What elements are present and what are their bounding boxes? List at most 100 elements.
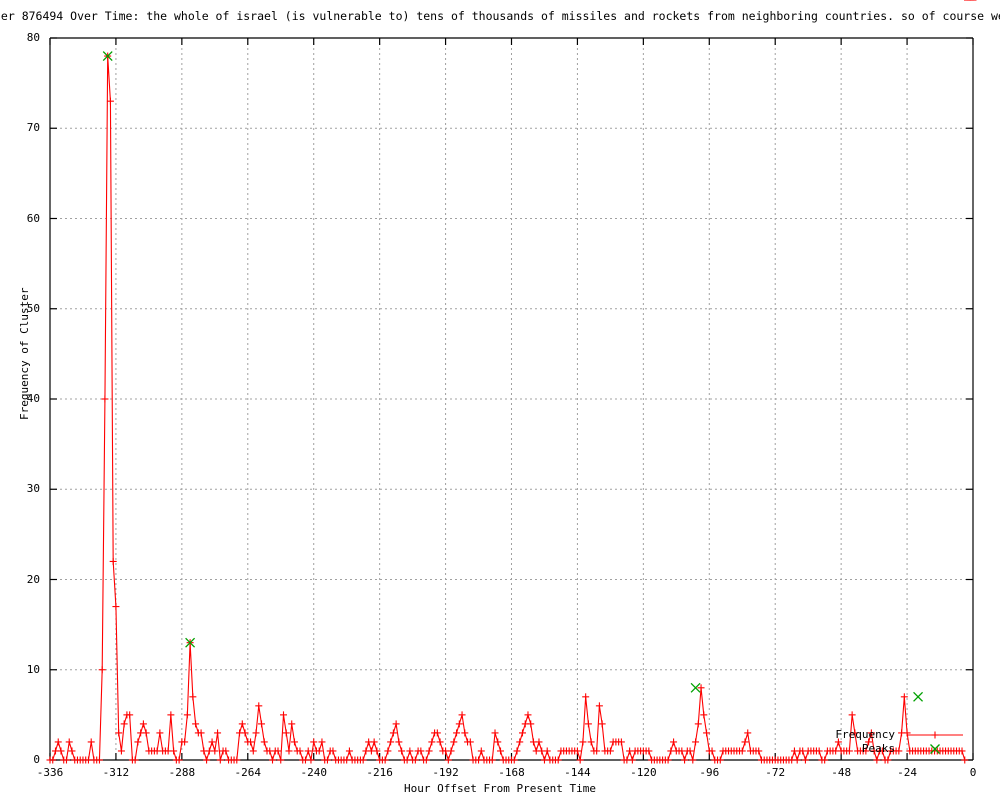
grid-lines (50, 37, 973, 760)
frequency-point-marker (516, 738, 524, 746)
y-tick-label: 50 (26, 301, 40, 315)
frequency-point-marker (716, 756, 724, 764)
frequency-point-marker (628, 756, 636, 764)
legend-symbol-frequency (907, 731, 963, 739)
frequency-point-marker (189, 693, 197, 701)
frequency-point-marker (689, 756, 697, 764)
y-tick-label: 10 (26, 662, 40, 676)
frequency-point-marker (170, 747, 178, 755)
frequency-point-marker (873, 756, 881, 764)
frequency-point-marker (862, 747, 870, 755)
frequency-point-marker (49, 756, 57, 764)
frequency-point-marker (851, 729, 859, 737)
frequency-point-marker (54, 738, 62, 746)
frequency-point-marker (214, 729, 222, 737)
frequency-point-marker (576, 756, 584, 764)
frequency-point-marker (315, 747, 323, 755)
frequency-point-marker (878, 747, 886, 755)
x-tick-label: -264 (234, 766, 262, 779)
frequency-point-marker (260, 738, 268, 746)
frequency-point-marker (167, 711, 175, 719)
frequency-point-marker (406, 747, 414, 755)
frequency-point-marker (744, 729, 752, 737)
frequency-point-marker (433, 729, 441, 737)
frequency-point-marker (101, 395, 109, 403)
frequency-point-marker (845, 747, 853, 755)
frequency-point-marker (222, 747, 230, 755)
frequency-point-marker (238, 720, 246, 728)
frequency-point-marker (455, 720, 463, 728)
frequency-point-marker (848, 711, 856, 719)
frequency-point-marker (87, 738, 95, 746)
frequency-point-marker (958, 747, 966, 755)
frequency-point-marker (867, 729, 875, 737)
frequency-point-marker (62, 756, 70, 764)
frequency-point-marker (134, 738, 142, 746)
peak-marker (102, 51, 113, 62)
peak-marker (185, 637, 196, 648)
frequency-point-marker (554, 756, 562, 764)
series-frequency (46, 0, 977, 764)
frequency-point-marker (290, 738, 298, 746)
frequency-point-marker (183, 711, 191, 719)
frequency-point-marker (444, 756, 452, 764)
frequency-point-marker (524, 711, 532, 719)
frequency-point-marker (323, 756, 331, 764)
frequency-point-marker (681, 756, 689, 764)
frequency-point-marker (208, 738, 216, 746)
frequency-point-marker (277, 756, 285, 764)
frequency-point-marker (670, 738, 678, 746)
frequency-point-marker (310, 738, 318, 746)
frequency-point-marker (304, 747, 312, 755)
frequency-point-marker (598, 720, 606, 728)
frequency-point-marker (392, 720, 400, 728)
frequency-point-marker (387, 738, 395, 746)
frequency-point-marker (95, 756, 103, 764)
frequency-point-marker (156, 729, 164, 737)
frequency-point-marker (692, 738, 700, 746)
frequency-point-marker (65, 738, 73, 746)
y-tick-label: 40 (26, 392, 40, 405)
x-tick-label: -288 (168, 766, 196, 779)
frequency-point-marker (282, 729, 290, 737)
frequency-point-marker (447, 747, 455, 755)
frequency-point-marker (593, 747, 601, 755)
frequency-point-marker (821, 756, 829, 764)
frequency-point-marker (211, 747, 219, 755)
frequency-point-marker (700, 711, 708, 719)
frequency-point-marker (411, 756, 419, 764)
x-tick-label: -312 (102, 766, 130, 779)
frequency-point-marker (697, 684, 705, 692)
peak-marker (690, 682, 701, 693)
frequency-point-marker (288, 720, 296, 728)
frequency-point-marker (112, 603, 120, 611)
legend-label-frequency: Frequency (835, 728, 895, 741)
frequency-point-marker (345, 747, 353, 755)
frequency-point-marker (398, 747, 406, 755)
frequency-point-marker (285, 747, 293, 755)
frequency-point-marker (373, 747, 381, 755)
frequency-point-marker (247, 738, 255, 746)
frequency-point-marker (895, 747, 903, 755)
frequency-point-marker (216, 756, 224, 764)
frequency-point-marker (587, 738, 595, 746)
frequency-point-marker (329, 747, 337, 755)
frequency-point-marker (249, 747, 257, 755)
frequency-point-marker (686, 747, 694, 755)
frequency-line (50, 56, 966, 762)
frequency-point-marker (98, 666, 106, 674)
x-tick-label: -72 (765, 766, 786, 779)
y-tick-label: 70 (26, 121, 40, 135)
frequency-point-marker (258, 720, 266, 728)
frequency-point-marker (865, 738, 873, 746)
frequency-point-marker (203, 756, 211, 764)
x-tick-label: -168 (498, 766, 525, 779)
frequency-point-marker (579, 738, 587, 746)
frequency-point-marker (453, 729, 461, 737)
y-tick-label: 60 (26, 211, 40, 225)
frequency-point-marker (436, 738, 444, 746)
frequency-point-marker (535, 738, 543, 746)
frequency-point-marker (417, 747, 425, 755)
legend-label-peaks: Peaks (861, 742, 895, 755)
